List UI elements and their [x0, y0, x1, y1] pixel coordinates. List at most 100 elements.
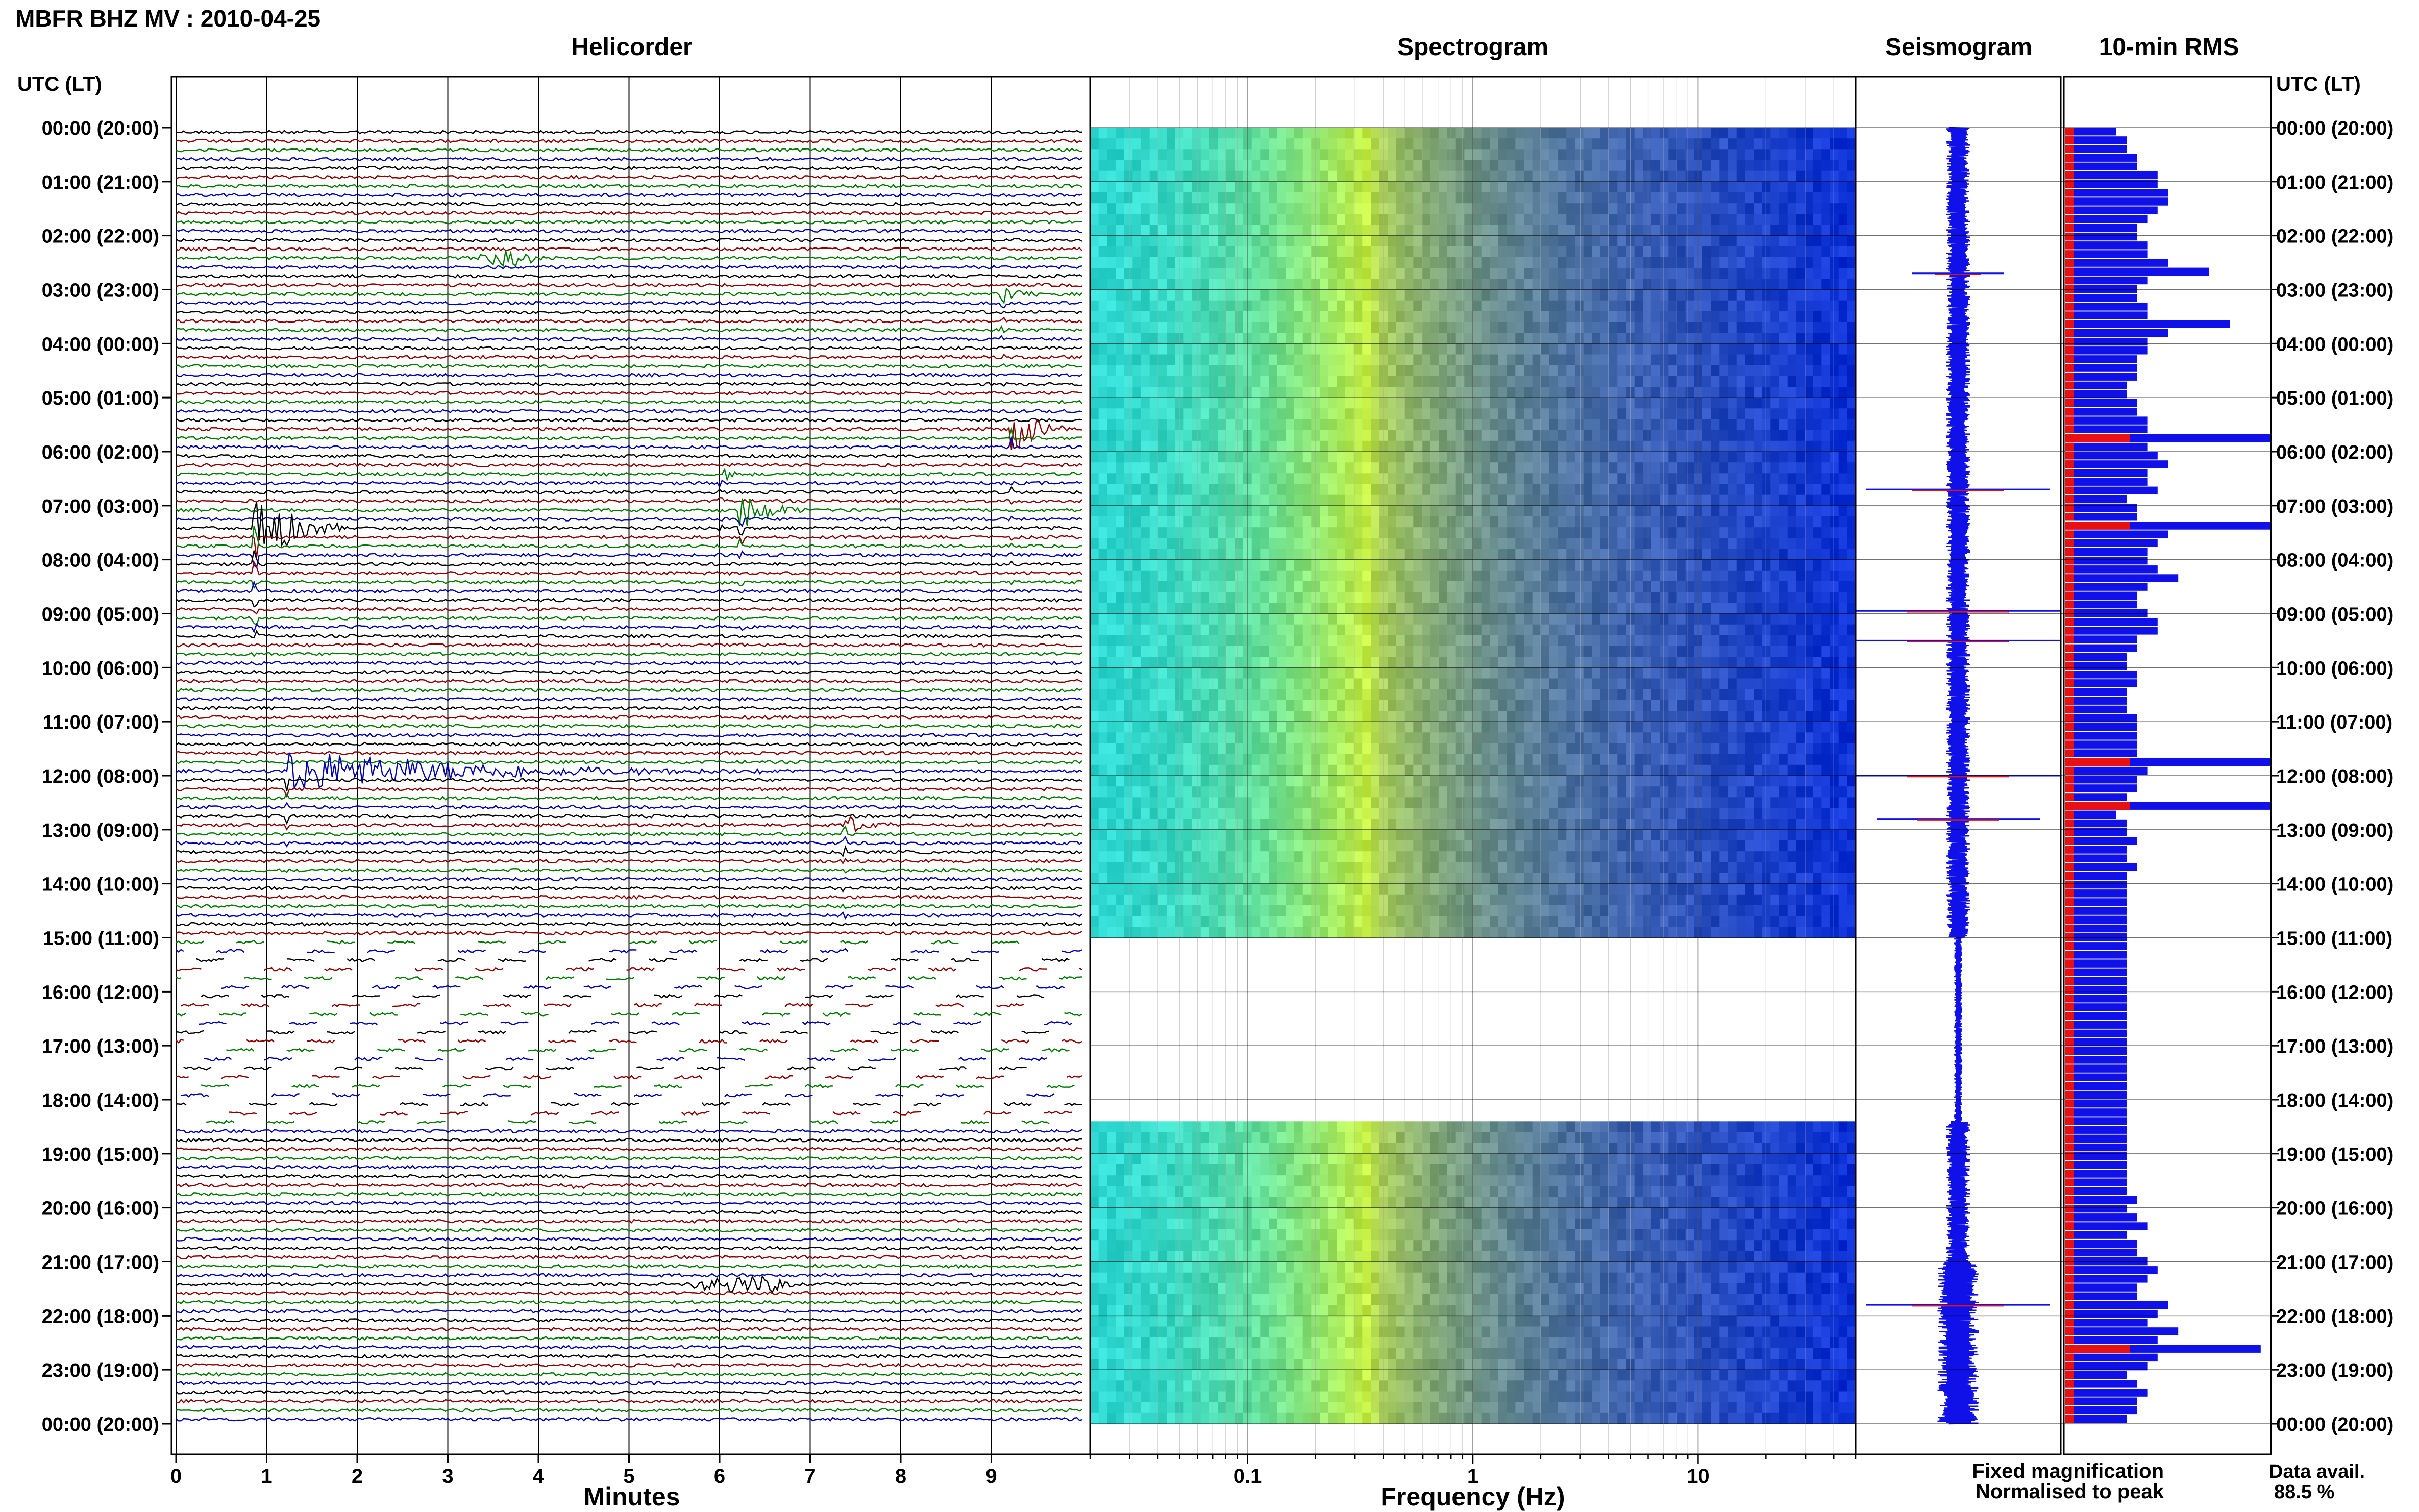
- spectrogram-cell: [1643, 581, 1652, 592]
- spectrogram-cell: [1566, 592, 1575, 603]
- spectrogram-cell: [1549, 667, 1559, 679]
- helicorder-trace: [176, 697, 1082, 702]
- spectrogram-cell: [1481, 549, 1490, 560]
- spectrogram-cell: [1320, 387, 1329, 398]
- spectrogram-cell: [1736, 657, 1745, 668]
- spectrogram-cell: [1464, 300, 1473, 312]
- spectrogram-cell: [1269, 613, 1278, 625]
- spectrogram-cell: [1183, 505, 1193, 517]
- spectrogram-cell: [1430, 387, 1439, 398]
- spectrogram-cell: [1353, 160, 1363, 171]
- spectrogram-cell: [1371, 689, 1380, 701]
- spectrogram-cell: [1736, 289, 1745, 301]
- spectrogram-cell: [1668, 452, 1677, 463]
- spectrogram-cell: [1353, 235, 1363, 247]
- spectrogram-cell: [1218, 181, 1227, 193]
- spectrogram-cell: [1498, 484, 1508, 495]
- spectrogram-cell: [1685, 225, 1694, 236]
- spectrogram-cell: [1124, 538, 1133, 550]
- spectrogram-cell: [1235, 527, 1244, 538]
- spectrogram-cell: [1251, 667, 1261, 679]
- spectrogram-cell: [1209, 181, 1218, 193]
- spectrogram-cell: [1719, 657, 1729, 668]
- spectrogram-cell: [1286, 559, 1295, 571]
- spectrogram-cell: [1404, 408, 1414, 420]
- spectrogram-cell: [1821, 452, 1831, 463]
- spectrogram-cell: [1830, 419, 1839, 431]
- spectrogram-cell: [1388, 635, 1397, 647]
- spectrogram-cell: [1702, 689, 1712, 701]
- spectrogram-cell: [1379, 613, 1388, 625]
- spectrogram-cell: [1685, 257, 1694, 268]
- spectrogram-cell: [1200, 689, 1210, 701]
- spectrogram-cell: [1549, 214, 1559, 226]
- spectrogram-cell: [1583, 214, 1592, 226]
- spectrogram-cell: [1132, 138, 1142, 150]
- spectrogram-cell: [1294, 549, 1303, 560]
- spectrogram-cell: [1566, 128, 1575, 139]
- spectrogram-cell: [1260, 538, 1269, 550]
- spectrogram-cell: [1685, 430, 1694, 441]
- spectrogram-cell: [1498, 678, 1508, 690]
- spectrogram-cell: [1660, 527, 1669, 538]
- spectrogram-cell: [1728, 225, 1737, 236]
- spectrogram-cell: [1149, 408, 1158, 420]
- spectrogram-cell: [1337, 343, 1346, 355]
- spectrogram-cell: [1796, 279, 1805, 290]
- spectrogram-cell: [1847, 214, 1856, 226]
- spectrogram-cell: [1192, 613, 1201, 625]
- spectrogram-cell: [1643, 192, 1652, 204]
- spectrogram-cell: [1192, 235, 1201, 247]
- spectrogram-cell: [1498, 138, 1508, 150]
- spectrogram-cell: [1158, 452, 1167, 463]
- spectrogram-cell: [1575, 570, 1584, 582]
- spectrogram-cell: [1192, 678, 1201, 690]
- spectrogram-cell: [1805, 516, 1814, 528]
- spectrogram-cell: [1396, 613, 1405, 625]
- spectrogram-cell: [1728, 570, 1737, 582]
- spectrogram-cell: [1345, 440, 1354, 452]
- spectrogram-cell: [1379, 657, 1388, 668]
- spectrogram-cell: [1838, 354, 1847, 366]
- spectrogram-cell: [1090, 138, 1099, 150]
- spectrogram-cell: [1481, 462, 1490, 474]
- spectrogram-cell: [1158, 170, 1167, 182]
- spectrogram-cell: [1719, 667, 1729, 679]
- spectrogram-cell: [1754, 549, 1763, 560]
- spectrogram-cell: [1455, 408, 1465, 420]
- spectrogram-cell: [1541, 505, 1550, 517]
- spectrogram-cell: [1498, 181, 1508, 193]
- spectrogram-cell: [1481, 322, 1490, 333]
- spectrogram-cell: [1422, 527, 1431, 538]
- spectrogram-cell: [1583, 581, 1592, 592]
- spectrogram-cell: [1787, 419, 1796, 431]
- spectrogram-cell: [1396, 678, 1405, 690]
- spectrogram-cell: [1158, 603, 1167, 614]
- spectrogram-cell: [1141, 635, 1150, 647]
- spectrogram-cell: [1490, 149, 1499, 161]
- spectrogram-cell: [1158, 667, 1167, 679]
- spectrogram-cell: [1413, 311, 1422, 323]
- spectrogram-cell: [1158, 473, 1167, 485]
- spectrogram-cell: [1821, 181, 1831, 193]
- spectrogram-cell: [1821, 268, 1831, 279]
- spectrogram-cell: [1643, 516, 1652, 528]
- spectrogram-cell: [1098, 538, 1107, 550]
- spectrogram-cell: [1328, 387, 1337, 398]
- spectrogram-cell: [1473, 246, 1482, 258]
- spectrogram-cell: [1132, 257, 1142, 268]
- spectrogram-cell: [1481, 398, 1490, 409]
- spectrogram-cell: [1651, 505, 1661, 517]
- spectrogram-cell: [1634, 667, 1643, 679]
- spectrogram-cell: [1779, 613, 1788, 625]
- spectrogram-cell: [1702, 235, 1712, 247]
- spectrogram-cell: [1320, 624, 1329, 636]
- spectrogram-cell: [1345, 592, 1354, 603]
- spectrogram-cell: [1719, 516, 1729, 528]
- spectrogram-cell: [1098, 149, 1107, 161]
- spectrogram-cell: [1337, 657, 1346, 668]
- spectrogram-cell: [1821, 581, 1831, 592]
- spectrogram-cell: [1167, 516, 1176, 528]
- spectrogram-cell: [1847, 376, 1856, 387]
- spectrogram-cell: [1447, 311, 1457, 323]
